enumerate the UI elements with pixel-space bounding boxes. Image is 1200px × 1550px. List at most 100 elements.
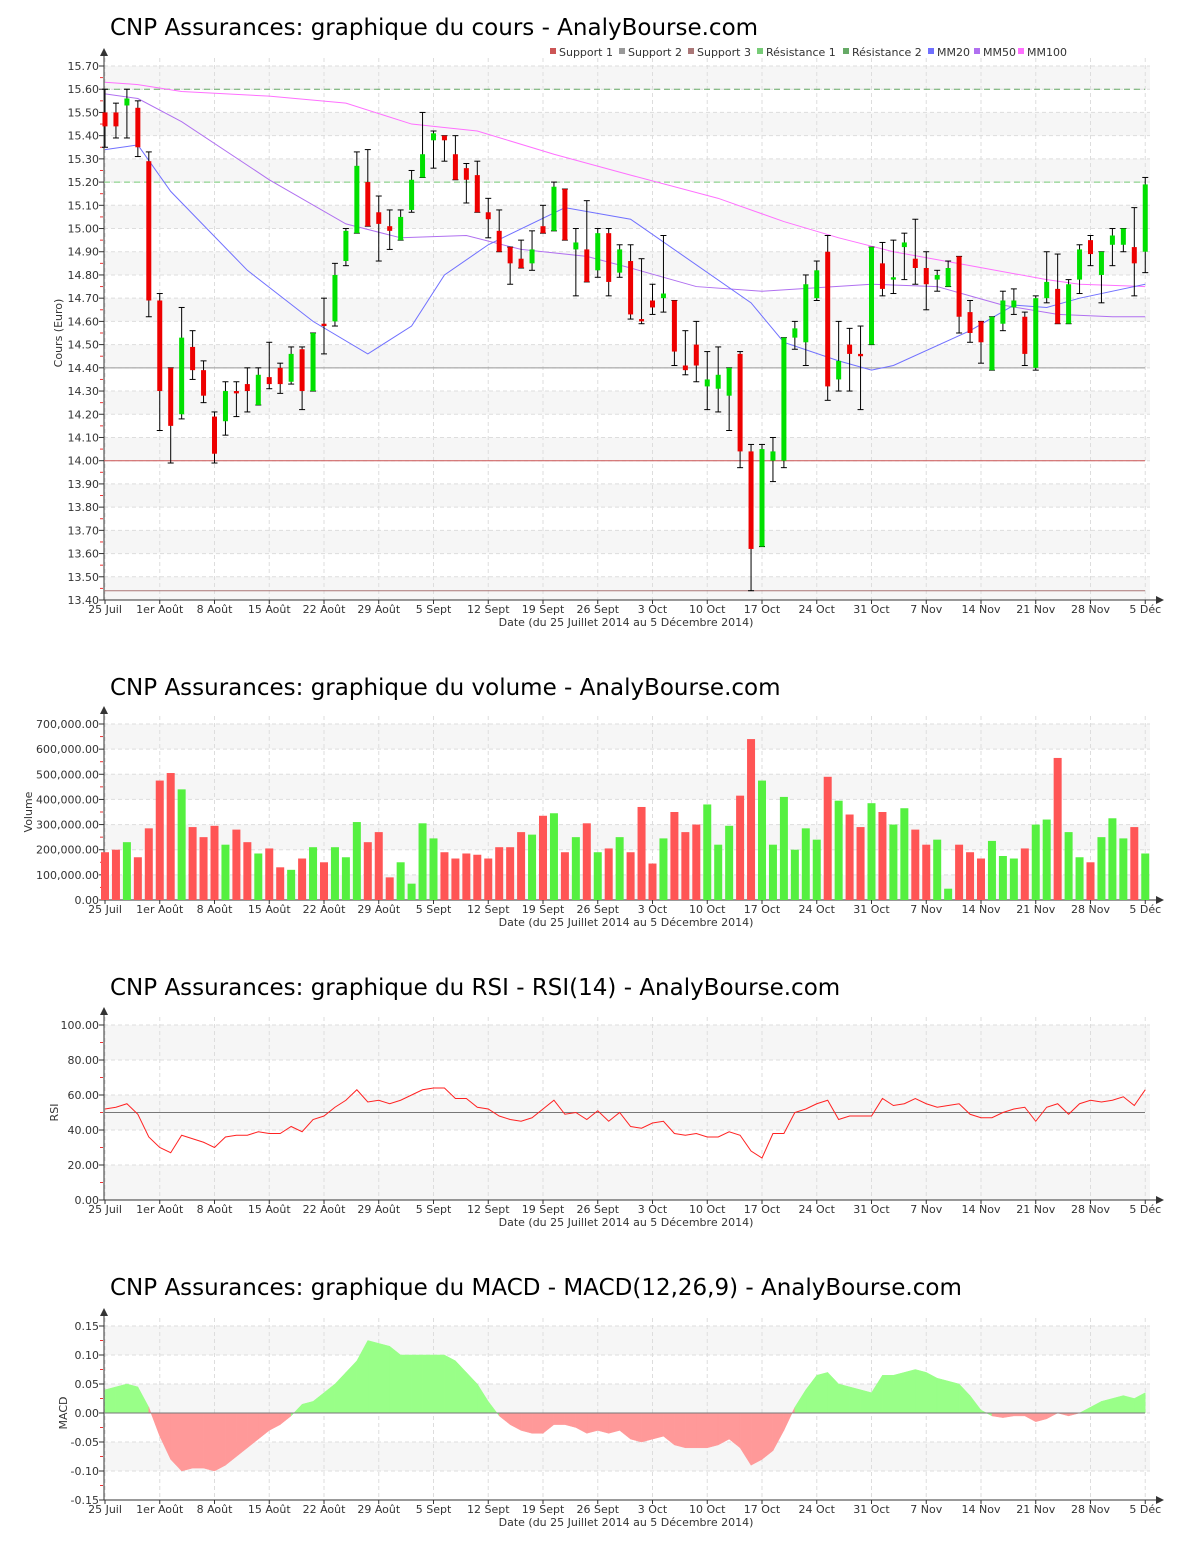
x-tick-label: 1er Août	[136, 1203, 184, 1216]
candle-body	[332, 274, 338, 322]
y-tick-label: 15.70	[68, 60, 100, 73]
y-tick-label: 300,000.00	[36, 819, 99, 832]
volume-bar	[374, 832, 383, 900]
macd-area-segment	[805, 1374, 817, 1414]
x-tick-label: 14 Nov	[962, 903, 1001, 916]
volume-bar	[1031, 824, 1040, 900]
y-tick-label: -0.05	[71, 1436, 99, 1449]
y-tick-label: 13.70	[68, 524, 100, 537]
volume-bar	[484, 858, 493, 900]
x-tick-label: 8 Août	[197, 1203, 234, 1216]
volume-bar	[987, 840, 996, 900]
x-tick-label: 22 Août	[303, 1503, 347, 1516]
x-tick-label: 28 Nov	[1071, 603, 1110, 616]
candle-body	[912, 258, 918, 268]
volume-bar	[320, 862, 328, 900]
y-tick-label: 14.90	[68, 246, 100, 259]
volume-bar	[955, 844, 964, 900]
x-axis-arrow	[1156, 896, 1164, 904]
x-tick-label: 14 Nov	[962, 1203, 1001, 1216]
x-tick-label: 10 Oct	[689, 903, 726, 916]
macd-area-segment	[433, 1354, 445, 1414]
x-tick-label: 28 Nov	[1071, 903, 1110, 916]
y-tick-label: 200,000.00	[36, 844, 99, 857]
y-tick-label: 14.40	[68, 362, 100, 375]
candle-body	[507, 247, 513, 264]
grid-band	[104, 824, 1150, 850]
y-tick-label: 15.30	[68, 153, 100, 166]
candle-body	[420, 154, 426, 178]
legend-item: Résistance 1	[766, 46, 836, 59]
candle-body	[518, 258, 524, 268]
x-axis-arrow	[1156, 596, 1164, 604]
chart-title: CNP Assurances: graphique du RSI - RSI(1…	[110, 975, 840, 1001]
y-axis-label: Volume	[22, 791, 35, 832]
candle-body	[135, 107, 141, 148]
candle-body	[715, 374, 721, 389]
x-axis-label: Date (du 25 Juillet 2014 au 5 Décembre 2…	[499, 916, 754, 929]
legend-swatch	[974, 48, 980, 54]
x-tick-label: 1er Août	[136, 603, 184, 616]
x-tick-label: 17 Oct	[744, 1503, 781, 1516]
candle-body	[157, 300, 163, 392]
legend-item: MM50	[983, 46, 1016, 59]
volume-bar	[593, 852, 602, 900]
candle-body	[102, 112, 108, 127]
x-tick-label: 22 Août	[303, 1203, 347, 1216]
volume-bar	[1020, 848, 1029, 900]
x-tick-label: 24 Oct	[798, 603, 835, 616]
candle-body	[179, 337, 185, 415]
macd-area-segment	[641, 1412, 653, 1443]
candle-body	[398, 216, 404, 241]
x-tick-label: 10 Oct	[689, 1203, 726, 1216]
x-tick-label: 7 Nov	[910, 1503, 942, 1516]
candle-body	[496, 230, 502, 252]
grid-band	[104, 298, 1150, 322]
volume-bar	[823, 776, 832, 900]
y-axis-label: RSI	[48, 1104, 61, 1122]
x-tick-label: 5 Sept	[416, 903, 452, 916]
candle-body	[1044, 281, 1050, 299]
y-tick-label: 20.00	[68, 1159, 100, 1172]
macd-area-segment	[915, 1369, 927, 1414]
volume-bar	[703, 804, 712, 900]
macd-area-segment	[1002, 1412, 1015, 1418]
y-tick-label: 400,000.00	[36, 793, 99, 806]
volume-bar	[101, 852, 109, 900]
candle-body	[704, 379, 710, 387]
y-tick-label: 14.70	[68, 292, 100, 305]
ma20-line	[104, 144, 1146, 371]
y-tick-label: 13.90	[68, 478, 100, 491]
candle-body	[1066, 284, 1072, 324]
volume-bar	[407, 883, 416, 900]
x-tick-label: 12 Sept	[467, 903, 510, 916]
x-tick-label: 14 Nov	[962, 1503, 1001, 1516]
volume-bar	[768, 844, 777, 900]
volume-bar	[1086, 862, 1095, 900]
x-tick-label: 25 Juil	[88, 1503, 122, 1516]
macd-area-segment	[225, 1412, 237, 1466]
candle-body	[1077, 249, 1083, 280]
volume-bar	[528, 834, 537, 900]
volume-bar	[1130, 827, 1139, 900]
x-tick-label: 1er Août	[136, 903, 184, 916]
candle-body	[343, 230, 349, 262]
candle-body	[1088, 240, 1093, 255]
macd-area-segment	[904, 1369, 916, 1414]
volume-bar	[834, 800, 843, 900]
candle-body	[792, 328, 798, 338]
candle-body	[945, 267, 951, 287]
chart-title: CNP Assurances: graphique du MACD - MACD…	[110, 1275, 962, 1301]
candle-body	[1033, 298, 1039, 368]
candle-body	[233, 391, 239, 394]
x-tick-label: 19 Sept	[522, 1503, 565, 1516]
macd-area-segment	[367, 1340, 379, 1414]
candle-body	[113, 112, 119, 127]
x-tick-label: 15 Août	[248, 1503, 292, 1516]
legend-item: Support 1	[559, 46, 613, 59]
legend-item: MM20	[937, 46, 970, 59]
x-tick-label: 7 Nov	[910, 1203, 942, 1216]
candle-body	[277, 367, 283, 385]
volume-bar	[1075, 857, 1084, 900]
candle-body	[222, 391, 228, 422]
